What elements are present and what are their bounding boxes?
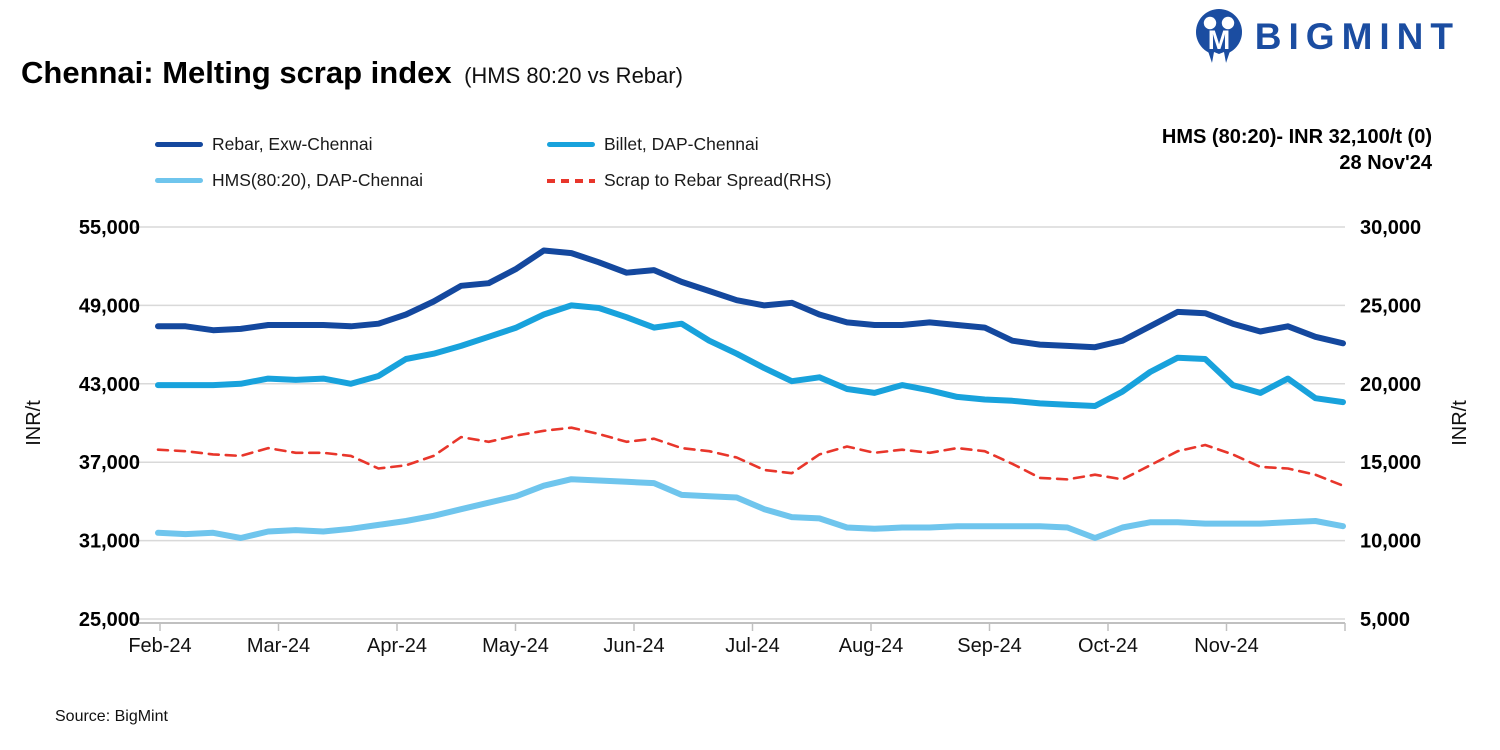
legend-label-spread: Scrap to Rebar Spread(RHS) (604, 170, 832, 190)
y-tick-label-right: 30,000 (1360, 217, 1421, 239)
x-tick-label: Sep-24 (957, 635, 1022, 657)
chart-title: Chennai: Melting scrap index (HMS 80:20 … (21, 55, 683, 91)
y-tick-label-right: 25,000 (1360, 295, 1421, 317)
svg-text:M: M (1208, 25, 1231, 55)
y-tick-label-left: 55,000 (79, 217, 140, 239)
legend-swatch-rebar (155, 142, 203, 147)
y-tick-label-left: 43,000 (79, 374, 140, 396)
y-tick-label-left: 49,000 (79, 295, 140, 317)
legend-label-rebar: Rebar, Exw-Chennai (212, 134, 373, 154)
bigmint-logo-icon: M (1195, 9, 1242, 63)
chart-title-main: Chennai: Melting scrap index (21, 55, 452, 90)
bigmint-logo: M BIGMINT (1193, 8, 1460, 66)
y-axis-title-right: INR/t (1449, 400, 1471, 446)
x-tick-label: Oct-24 (1078, 635, 1138, 657)
legend-swatch-hms (155, 178, 203, 183)
y-tick-label-right: 10,000 (1360, 531, 1421, 553)
legend-item-billet: Billet, DAP-Chennai (547, 134, 832, 155)
legend-item-hms: HMS(80:20), DAP-Chennai (155, 170, 547, 191)
series-line-1 (155, 302, 1346, 409)
x-tick-label: Apr-24 (367, 635, 427, 657)
y-axis-title-left: INR/t (23, 400, 45, 446)
y-tick-label-right: 15,000 (1360, 452, 1421, 474)
y-tick-label-right: 5,000 (1360, 609, 1410, 631)
x-tick-label: Mar-24 (247, 635, 310, 657)
y-tick-label-right: 20,000 (1360, 374, 1421, 396)
legend-swatch-spread (547, 178, 595, 183)
x-tick-label: Jul-24 (725, 635, 779, 657)
legend-swatch-billet (547, 142, 595, 147)
x-tick-label: Aug-24 (839, 635, 904, 657)
legend-label-billet: Billet, DAP-Chennai (604, 134, 759, 154)
x-tick-label: Feb-24 (128, 635, 191, 657)
series-line-3 (156, 426, 1345, 488)
legend-label-hms: HMS(80:20), DAP-Chennai (212, 170, 424, 190)
source-note: Source: BigMint (55, 708, 168, 725)
x-tick-label: Jun-24 (603, 635, 664, 657)
latest-price-value: HMS (80:20)- INR 32,100/t (0) (1161, 126, 1432, 148)
y-tick-label-left: 37,000 (79, 452, 140, 474)
legend-item-spread: Scrap to Rebar Spread(RHS) (547, 170, 832, 191)
latest-price-annotation: HMS (80:20)- INR 32,100/t (0) 28 Nov'24 (1162, 124, 1432, 176)
bigmint-logo-text: BIGMINT (1254, 16, 1460, 57)
series-line-0 (155, 247, 1346, 351)
y-tick-label-left: 25,000 (79, 609, 140, 631)
x-tick-label: Nov-24 (1194, 635, 1258, 657)
x-tick-label: May-24 (482, 635, 549, 657)
latest-price-date: 28 Nov'24 (1339, 152, 1432, 174)
series-line-2 (155, 476, 1346, 541)
chart-title-sub: (HMS 80:20 vs Rebar) (464, 63, 683, 88)
legend: Rebar, Exw-Chennai Billet, DAP-Chennai H… (155, 134, 832, 191)
y-tick-label-left: 31,000 (79, 531, 140, 553)
legend-item-rebar: Rebar, Exw-Chennai (155, 134, 547, 155)
